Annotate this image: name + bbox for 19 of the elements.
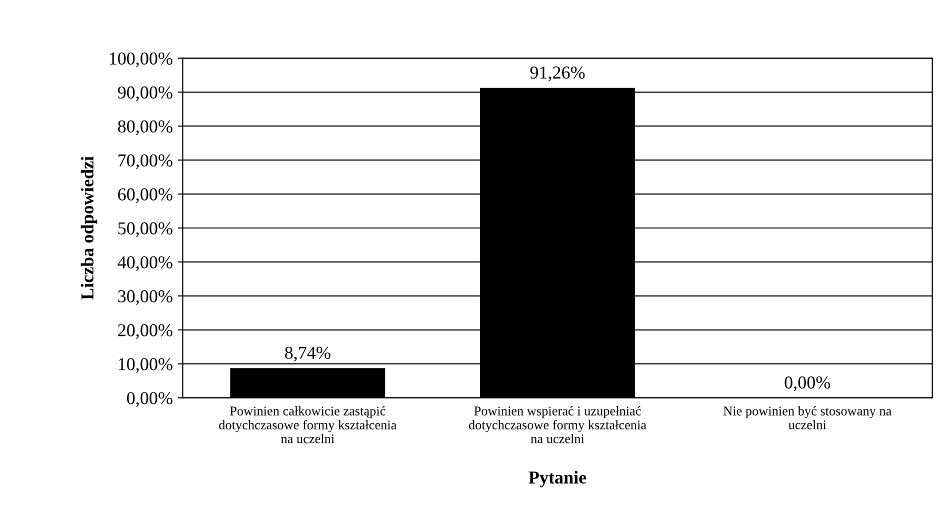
y-tick-label: 40,00% (118, 256, 172, 271)
x-tick-label: Powinien wspierać i uzupełniać dotychczasowe formy kształcenia na uczelni (468, 406, 646, 444)
y-tick-label: 100,00% (110, 52, 172, 68)
y-tick-label: 90,00% (118, 86, 172, 102)
x-axis-title: Pytanie (528, 470, 586, 488)
y-tick-label: 30,00% (118, 290, 172, 305)
y-tick-label: 50,00% (118, 222, 172, 238)
data-label: 8,74% (285, 346, 330, 362)
x-tick-label: Nie powinien być stosowany na uczelni (723, 406, 892, 430)
y-tick-label: 70,00% (118, 154, 172, 170)
y-axis-title: Liczba odpowiedzi (80, 156, 98, 300)
data-label: 91,26% (530, 66, 585, 82)
y-tick-label: 0,00% (127, 392, 172, 407)
y-tick-label: 60,00% (118, 188, 172, 204)
x-tick-label: Powinien całkowicie zastąpić dotychczasowe formy kształcenia na uczelni (219, 406, 396, 444)
y-tick-label: 80,00% (118, 120, 172, 136)
data-label: 0,00% (784, 376, 830, 392)
y-tick-label: 10,00% (118, 358, 172, 373)
y-tick-label: 20,00% (118, 324, 172, 339)
